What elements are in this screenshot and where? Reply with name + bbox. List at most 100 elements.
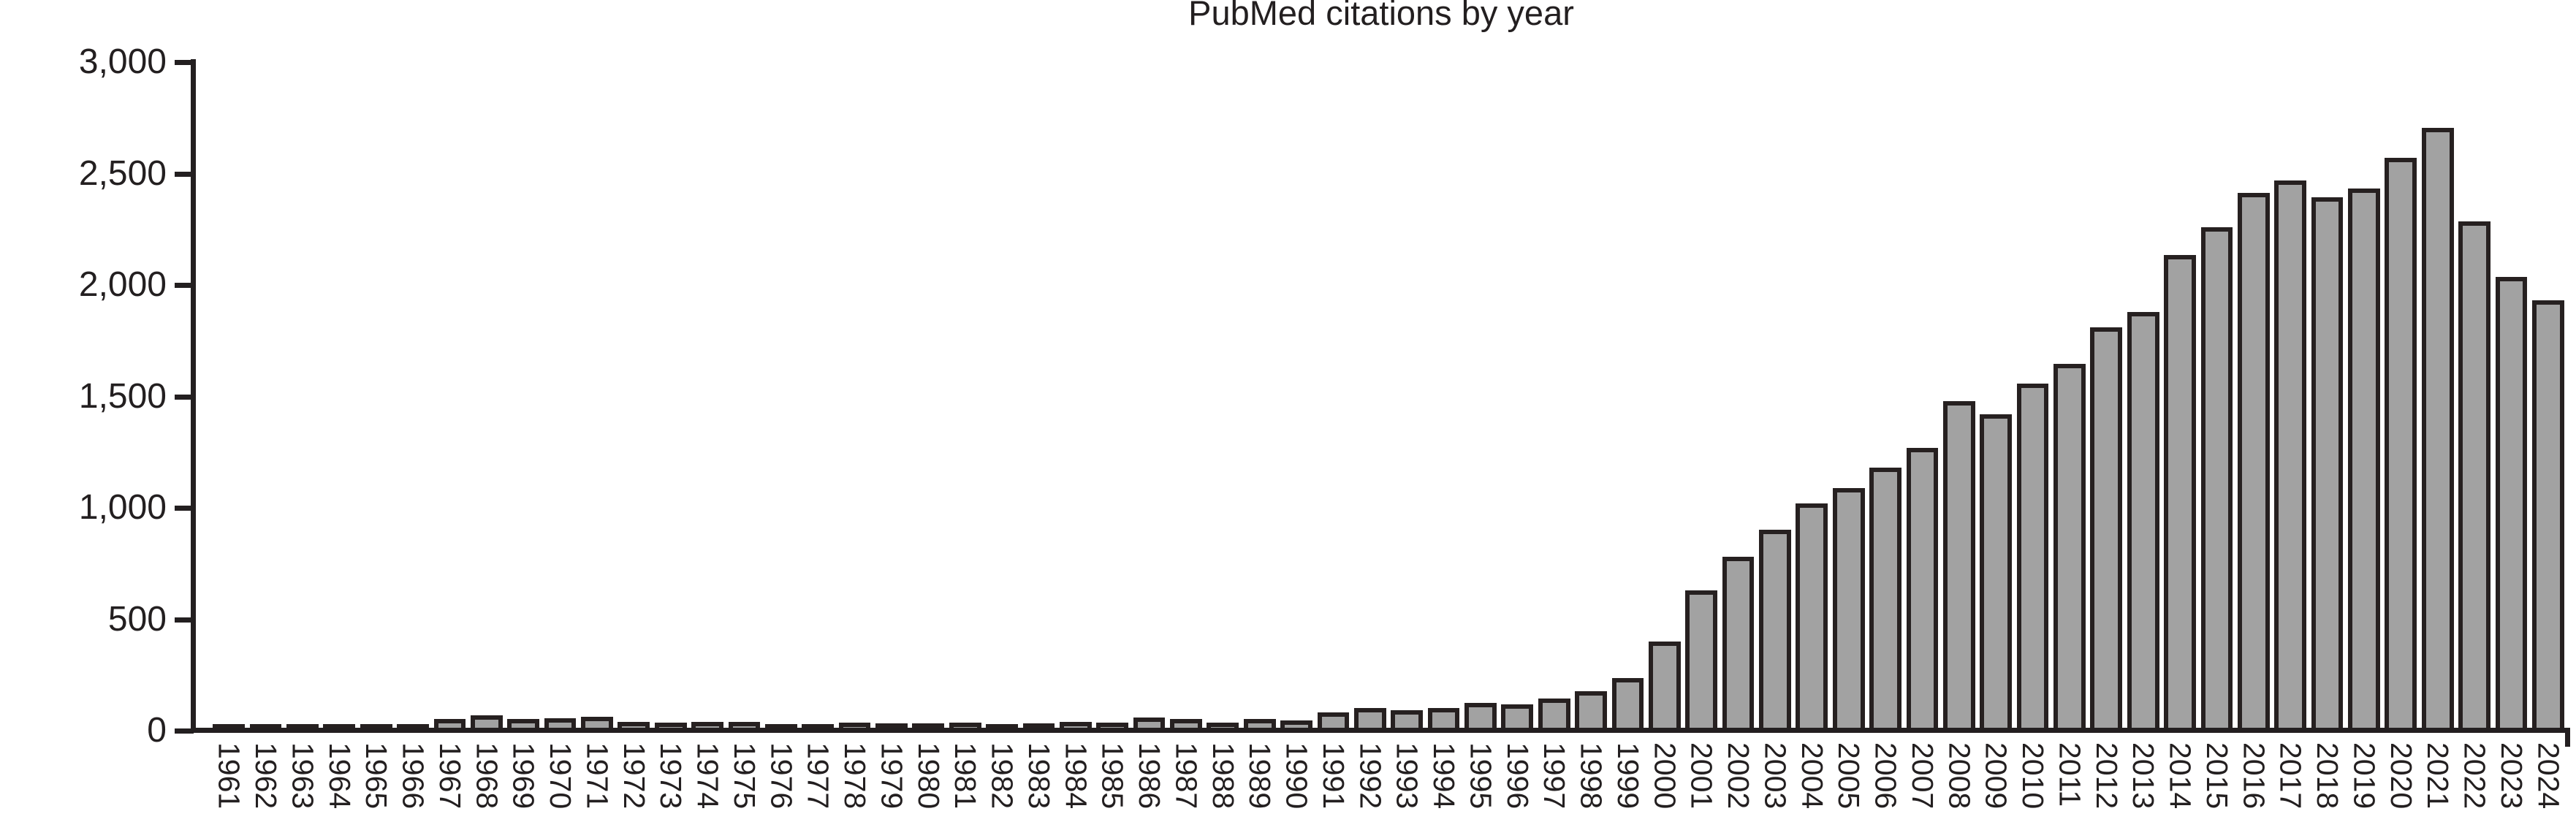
x-tick-label: 2006 xyxy=(1869,742,1903,810)
xlabel-slot: 2022 xyxy=(2456,742,2493,809)
bar-slot xyxy=(468,0,505,733)
bar-slot xyxy=(1204,0,1241,733)
x-tick-label: 1981 xyxy=(949,742,983,810)
bar-slot xyxy=(1573,0,1609,733)
bar-slot xyxy=(1499,0,1535,733)
x-tick-label: 2024 xyxy=(2531,742,2566,810)
xlabel-slot: 2019 xyxy=(2346,742,2382,809)
bar-slot xyxy=(2235,0,2272,733)
y-tick xyxy=(175,506,194,511)
xlabel-slot: 1966 xyxy=(395,742,431,809)
x-tick-label: 1963 xyxy=(286,742,320,810)
bar-2020 xyxy=(2385,157,2417,733)
x-tick-label: 1993 xyxy=(1390,742,1424,810)
x-tick-label: 1991 xyxy=(1316,742,1350,810)
bar-slot xyxy=(1683,0,1720,733)
x-tick-label: 1997 xyxy=(1538,742,1572,810)
y-tick xyxy=(175,60,194,65)
bar-slot xyxy=(1609,0,1646,733)
bar-slot xyxy=(579,0,615,733)
xlabel-slot: 2010 xyxy=(2014,742,2051,809)
x-tick-label: 2012 xyxy=(2089,742,2124,810)
bar-slot xyxy=(1278,0,1315,733)
bar-slot xyxy=(2420,0,2456,733)
x-tick-label: 1970 xyxy=(544,742,578,810)
x-axis-line xyxy=(191,728,2570,733)
chart-title: PubMed citations by year xyxy=(1188,0,1574,32)
bar-2024 xyxy=(2531,300,2564,733)
xlabel-slot: 1980 xyxy=(910,742,946,809)
bar-slot xyxy=(910,0,946,733)
xlabel-slot: 1998 xyxy=(1573,742,1609,809)
xlabel-slot: 1976 xyxy=(763,742,799,809)
x-tick-label: 2008 xyxy=(1942,742,1977,810)
bar-slot xyxy=(284,0,321,733)
y-tick xyxy=(175,394,194,400)
xlabel-slot: 1990 xyxy=(1278,742,1315,809)
bar-slot xyxy=(653,0,689,733)
x-tick-label: 1982 xyxy=(985,742,1019,810)
x-tick-label: 2023 xyxy=(2494,742,2528,810)
bar-2017 xyxy=(2274,180,2307,733)
x-tick-label: 1980 xyxy=(911,742,946,810)
x-tick-label: 1969 xyxy=(506,742,541,810)
xlabel-slot: 1984 xyxy=(1057,742,1094,809)
x-tick-label: 2005 xyxy=(1832,742,1866,810)
x-tick-label: 2013 xyxy=(2127,742,2161,810)
x-tick-label: 2019 xyxy=(2347,742,2382,810)
x-tick-label: 2016 xyxy=(2237,742,2271,810)
xlabel-slot: 1996 xyxy=(1499,742,1535,809)
xlabel-slot: 2007 xyxy=(1904,742,1940,809)
xlabel-slot: 2015 xyxy=(2198,742,2235,809)
bar-2003 xyxy=(1759,529,1791,733)
x-tick-label: 1986 xyxy=(1133,742,1167,810)
bar-2018 xyxy=(2311,197,2344,733)
xlabel-slot: 1968 xyxy=(468,742,505,809)
bar-slot xyxy=(1977,0,2014,733)
x-tick-label: 2022 xyxy=(2458,742,2492,810)
xlabel-slot: 2000 xyxy=(1646,742,1683,809)
bar-2011 xyxy=(2053,363,2086,733)
bar-2010 xyxy=(2016,384,2049,733)
bar-2019 xyxy=(2348,188,2380,733)
xlabel-slot: 1982 xyxy=(984,742,1020,809)
x-tick-label: 1962 xyxy=(249,742,284,810)
xlabel-slot: 1969 xyxy=(505,742,542,809)
bar-slot xyxy=(1757,0,1793,733)
bar-slot xyxy=(2493,0,2529,733)
x-tick-label: 2007 xyxy=(1905,742,1939,810)
x-tick-label: 1992 xyxy=(1353,742,1388,810)
bar-2008 xyxy=(1942,401,1975,733)
x-tick-label: 1968 xyxy=(470,742,504,810)
x-tick-label: 2003 xyxy=(1758,742,1793,810)
x-tick-label: 2000 xyxy=(1648,742,1682,810)
x-tick-label: 2021 xyxy=(2421,742,2455,810)
x-tick-label: 2011 xyxy=(2053,742,2087,807)
xlabel-slot: 2017 xyxy=(2272,742,2309,809)
x-tick-label: 2020 xyxy=(2384,742,2418,810)
xlabel-slot: 2023 xyxy=(2493,742,2529,809)
bar-slot xyxy=(1720,0,1756,733)
x-axis-endcap xyxy=(2565,728,2570,747)
bar-slot xyxy=(1904,0,1940,733)
y-tick xyxy=(175,617,194,623)
bar-2013 xyxy=(2127,311,2159,733)
x-tick-label: 1972 xyxy=(617,742,651,810)
xlabel-slot: 1979 xyxy=(873,742,910,809)
xlabel-slot: 2020 xyxy=(2382,742,2419,809)
xlabel-slot: 1964 xyxy=(321,742,357,809)
bar-slot xyxy=(542,0,578,733)
xlabel-slot: 1997 xyxy=(1536,742,1573,809)
bar-slot xyxy=(1131,0,1167,733)
xlabel-slot: 1963 xyxy=(284,742,321,809)
xlabel-slot: 2014 xyxy=(2162,742,2198,809)
x-tick-label: 2010 xyxy=(2016,742,2051,810)
bar-2002 xyxy=(1722,556,1755,733)
x-tick-label: 1987 xyxy=(1169,742,1204,810)
bar-2015 xyxy=(2200,227,2233,733)
x-tick-label: 1999 xyxy=(1611,742,1645,810)
bar-slot xyxy=(358,0,395,733)
x-tick-label: 1978 xyxy=(838,742,873,810)
bar-slot xyxy=(2088,0,2124,733)
bar-slot xyxy=(1094,0,1131,733)
